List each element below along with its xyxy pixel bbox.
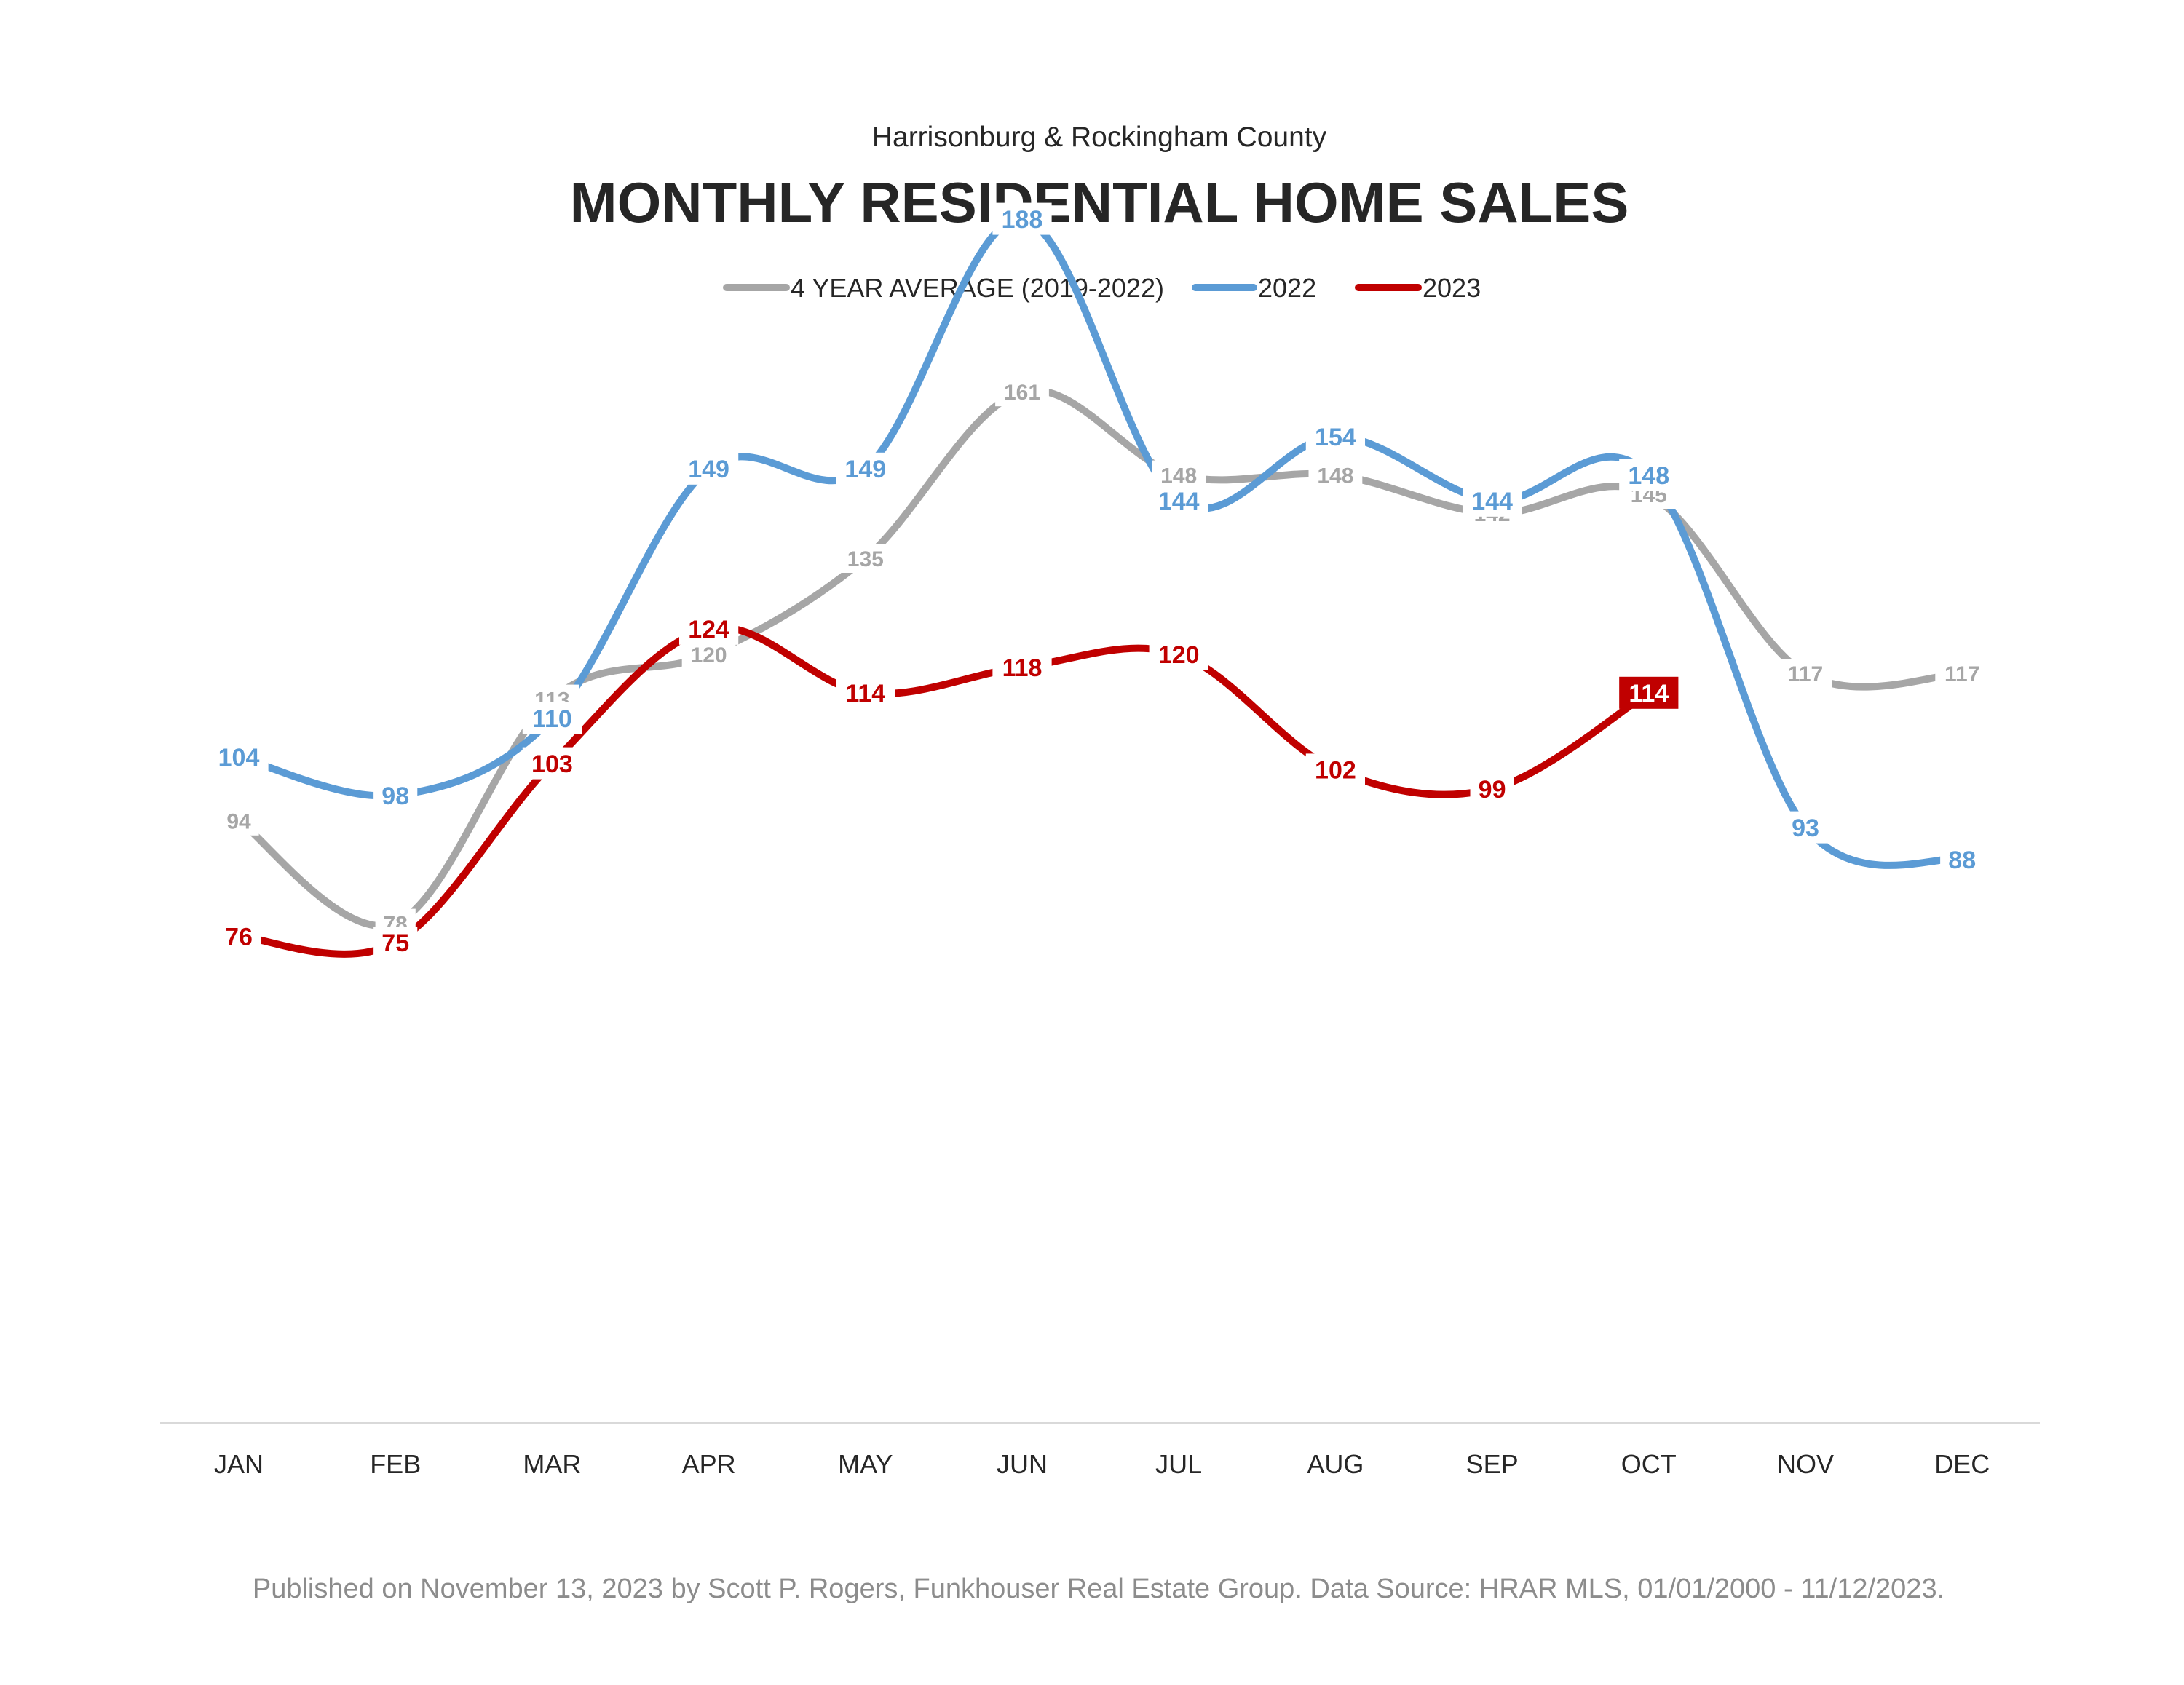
data-label-average-jan: 94 [226, 810, 251, 834]
data-label-2022-jan: 104 [218, 744, 260, 772]
x-tick-nov: NOV [1777, 1449, 1834, 1479]
data-label-bg-2022-dec [1940, 843, 1985, 876]
chart-subtitle: Harrisonburg & Rockingham County [872, 122, 1327, 153]
x-tick-apr: APR [682, 1449, 736, 1479]
chart-title: MONTHLY RESIDENTIAL HOME SALES [570, 170, 1629, 234]
data-label-average-jul: 148 [1160, 464, 1197, 488]
data-label-average-jun: 161 [1004, 381, 1040, 405]
data-label-bg-2022-aug [1305, 420, 1366, 453]
data-label-bg-average-nov [1779, 659, 1832, 689]
data-label-2023-may: 114 [845, 680, 885, 707]
data-label-2023-jul: 120 [1158, 641, 1200, 669]
data-label-bg-2022-sep [1462, 484, 1522, 517]
data-label-2023-mar: 103 [531, 750, 573, 778]
data-label-bg-2023-jun [992, 651, 1052, 683]
data-label-2022-sep: 144 [1471, 488, 1513, 515]
x-tick-sep: SEP [1466, 1449, 1519, 1479]
series-lines [235, 215, 1966, 958]
data-label-bg-2022-oct [1619, 459, 1679, 491]
data-label-2022-oct: 148 [1628, 462, 1669, 490]
data-label-average-apr: 120 [691, 643, 727, 667]
data-label-bg-2023-apr [678, 612, 739, 645]
data-label-2023-jan: 76 [225, 923, 253, 951]
data-label-2023-feb: 75 [381, 929, 409, 957]
data-label-2022-apr: 149 [688, 456, 729, 483]
data-label-2022-mar: 110 [532, 705, 572, 733]
data-label-2022-jun: 188 [1002, 206, 1043, 234]
data-label-2022-dec: 88 [1948, 847, 1976, 874]
x-axis-ticks: JAN FEB MAR APR MAY JUN JUL AUG SEP OCT NOV DEC [214, 1449, 1990, 1479]
data-label-bg-2022-jun [992, 202, 1052, 235]
footer-note: Published on November 13, 2023 by Scott … [253, 1574, 1944, 1604]
x-tick-oct: OCT [1621, 1449, 1677, 1479]
data-label-2022-jul: 144 [1158, 488, 1200, 515]
data-label-bg-2022-apr [678, 452, 739, 485]
data-label-2023-aug: 102 [1315, 757, 1356, 785]
series-line-2023 [235, 624, 1653, 958]
data-label-bg-2023-sep [1470, 772, 1514, 805]
data-label-bg-2022-mar [522, 702, 582, 734]
data-label-bg-2023-feb [373, 927, 418, 959]
data-label-bg-2022-nov [1783, 811, 1828, 844]
data-label-bg-2023-jul [1149, 638, 1208, 670]
data-label-bg-2023-may [836, 676, 895, 709]
x-tick-jan: JAN [214, 1449, 264, 1479]
data-label-average-aug: 148 [1317, 464, 1353, 488]
data-label-bg-2023-jan [216, 920, 261, 953]
data-label-2023-apr: 124 [688, 616, 729, 643]
legend: 4 YEAR AVERAGE (2019-2022) 2022 2023 [723, 273, 1481, 303]
data-label-2023-jun: 118 [1002, 654, 1042, 682]
data-label-bg-average-aug [1308, 460, 1363, 490]
data-label-bg-average-jun [995, 377, 1049, 407]
data-labels: 9478113120135161148148142145117117104981… [209, 202, 1990, 959]
legend-label-2022: 2022 [1258, 273, 1316, 303]
data-label-bg-2023-aug [1305, 753, 1366, 786]
data-label-2023-oct: 114 [1629, 680, 1669, 707]
legend-label-average: 4 YEAR AVERAGE (2019-2022) [791, 273, 1164, 303]
data-label-bg-average-dec [1935, 659, 1990, 689]
data-label-bg-2022-feb [373, 779, 418, 812]
data-label-bg-2022-may [836, 452, 895, 485]
data-label-average-nov: 117 [1788, 662, 1823, 686]
data-label-2022-aug: 154 [1315, 424, 1356, 451]
series-line-2022 [235, 215, 1966, 869]
x-tick-jul: JUL [1155, 1449, 1202, 1479]
data-label-average-may: 135 [847, 547, 884, 571]
data-label-2022-may: 149 [844, 456, 886, 483]
data-label-bg-2022-jan [209, 740, 269, 773]
data-label-2023-sep: 99 [1479, 776, 1506, 804]
x-tick-aug: AUG [1307, 1449, 1364, 1479]
data-label-bg-average-may [838, 544, 893, 573]
data-label-bg-2023-oct [1619, 676, 1679, 709]
data-label-2022-feb: 98 [381, 782, 409, 810]
x-tick-mar: MAR [523, 1449, 581, 1479]
x-tick-feb: FEB [370, 1449, 421, 1479]
data-label-bg-2022-jul [1149, 484, 1208, 517]
series-line-average [235, 386, 1966, 929]
data-label-average-dec: 117 [1944, 662, 1979, 686]
x-tick-jun: JUN [997, 1449, 1048, 1479]
legend-label-2023: 2023 [1423, 273, 1481, 303]
x-tick-may: MAY [838, 1449, 893, 1479]
data-label-bg-average-jan [218, 806, 259, 836]
data-label-bg-2023-mar [522, 747, 582, 780]
x-tick-dec: DEC [1934, 1449, 1990, 1479]
data-label-2022-nov: 93 [1792, 814, 1819, 842]
